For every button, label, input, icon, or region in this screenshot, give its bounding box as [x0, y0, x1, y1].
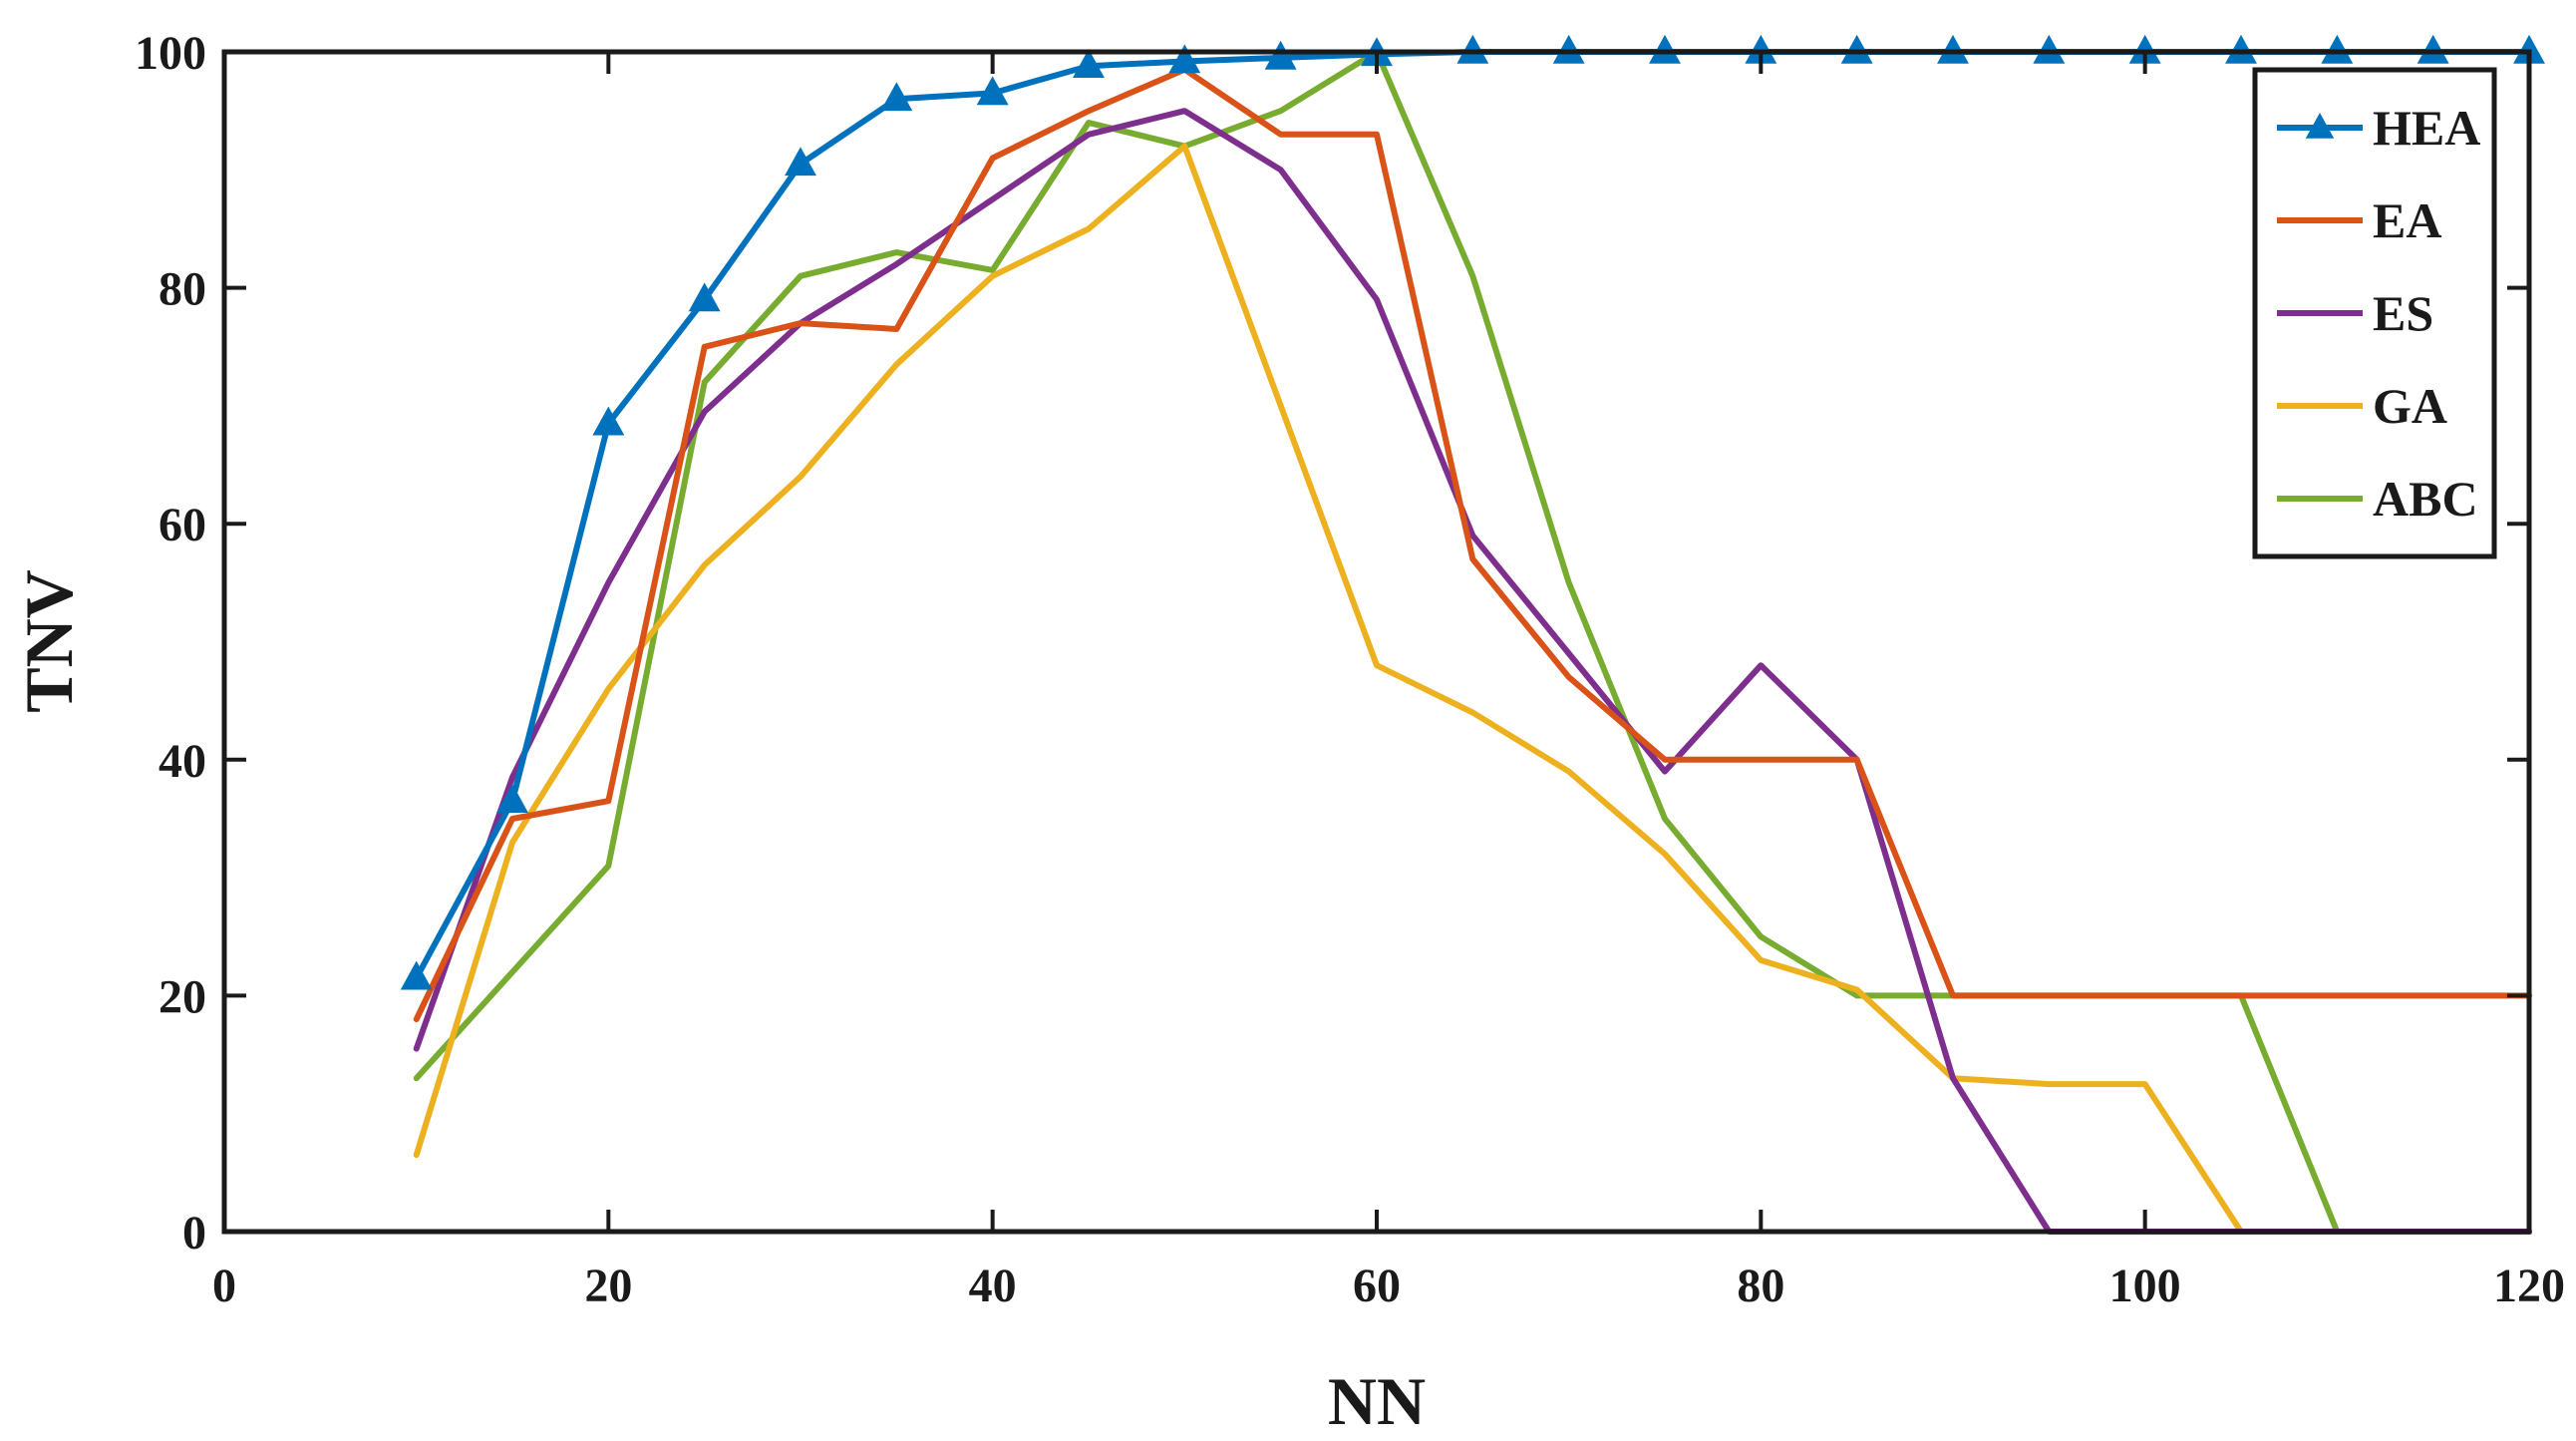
- x-tick-label: 60: [1353, 1260, 1401, 1312]
- data-point-hea: [400, 960, 433, 990]
- plot-area: [224, 52, 2529, 1232]
- data-point-hea: [496, 784, 528, 814]
- data-point-hea: [1168, 44, 1201, 74]
- y-tick-label: 60: [159, 499, 206, 551]
- series-line-ea: [413, 66, 2532, 1023]
- x-tick-label: 80: [1737, 1260, 1784, 1312]
- legend-label-hea: HEA: [2373, 100, 2480, 156]
- x-tick-label: 120: [2493, 1260, 2565, 1312]
- y-axis-title: TNV: [11, 569, 87, 713]
- legend-marker-hea: [2305, 113, 2335, 139]
- data-point-hea: [1264, 40, 1297, 70]
- data-point-hea: [785, 147, 816, 177]
- series-line-ga: [413, 143, 2532, 1235]
- data-point-hea: [880, 82, 913, 112]
- y-tick-label: 100: [135, 27, 206, 80]
- data-point-hea: [976, 76, 1009, 106]
- tick-layer: 0 20 40 60 80 100 120 0 20 40 60 80 100: [135, 27, 2565, 1312]
- legend-label-abc: ABC: [2373, 471, 2478, 527]
- x-axis-title: NN: [1328, 1363, 1426, 1439]
- data-point-hea: [592, 406, 625, 436]
- legend: HEA EA ES GA ABC: [2252, 67, 2497, 559]
- y-tick-label: 80: [159, 263, 206, 316]
- x-tick-label: 20: [584, 1260, 632, 1312]
- legend-label-ga: GA: [2373, 378, 2447, 434]
- legend-label-es: ES: [2373, 285, 2433, 341]
- x-tick-label: 100: [2109, 1260, 2181, 1312]
- x-tick-label: 40: [969, 1260, 1017, 1312]
- legend-label-ea: EA: [2373, 192, 2441, 248]
- y-tick-label: 20: [159, 970, 206, 1023]
- data-point-hea: [1073, 49, 1105, 78]
- data-point-hea: [688, 282, 721, 312]
- y-tick-label: 40: [159, 735, 206, 788]
- y-tick-label: 0: [182, 1207, 206, 1260]
- x-tick-label: 0: [212, 1260, 236, 1312]
